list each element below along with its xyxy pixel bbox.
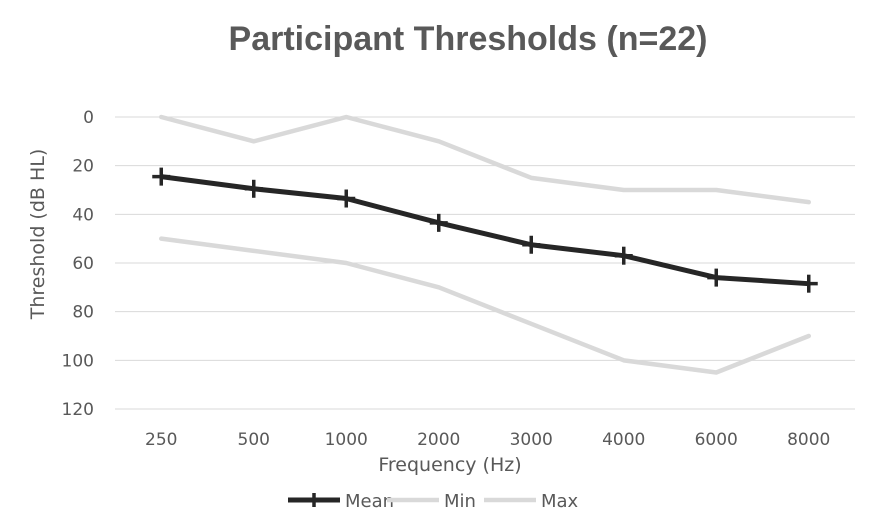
series-line-max — [159, 236, 811, 375]
y-tick-label: 20 — [72, 157, 94, 177]
x-tick-label: 250 — [145, 430, 177, 450]
y-tick-label: 80 — [72, 303, 94, 323]
legend-label-min: Min — [444, 491, 476, 512]
data-point-mean — [799, 274, 818, 293]
x-tick-label: 2000 — [417, 430, 460, 450]
data-point-mean — [429, 213, 448, 232]
y-tick-label: 60 — [72, 254, 94, 274]
legend-item-mean: Mean — [288, 491, 394, 512]
data-point-mean — [152, 167, 171, 186]
legend-label-mean: Mean — [345, 491, 394, 512]
x-axis-label: Frequency (Hz) — [378, 454, 521, 476]
x-tick-label: 3000 — [510, 430, 553, 450]
x-tick-label: 8000 — [787, 430, 830, 450]
legend-label-max: Max — [541, 491, 579, 512]
data-point-mean — [522, 235, 541, 254]
data-point-mean — [614, 246, 633, 265]
y-axis-label: Threshold (dB HL) — [27, 149, 49, 321]
x-tick-label: 4000 — [602, 430, 645, 450]
legend: Mean Min Max — [288, 491, 579, 512]
x-tick-label: 1000 — [325, 430, 368, 450]
series-line-mean — [158, 174, 812, 287]
series-lines — [152, 114, 818, 375]
y-tick-label: 120 — [62, 400, 94, 420]
x-tick-label: 500 — [238, 430, 270, 450]
legend-item-min: Min — [387, 491, 476, 512]
y-axis-ticks: 0 20 40 60 80 100 120 — [62, 108, 94, 420]
x-tick-label: 6000 — [695, 430, 738, 450]
data-point-mean — [337, 189, 356, 208]
gridlines — [115, 116, 855, 410]
legend-item-max: Max — [484, 491, 579, 512]
series-line-min — [159, 114, 811, 205]
data-point-mean — [244, 179, 263, 198]
data-point-mean — [707, 268, 726, 287]
chart-title: Participant Thresholds (n=22) — [229, 20, 708, 58]
y-tick-label: 100 — [62, 351, 94, 371]
x-axis-ticks: 250 500 1000 2000 3000 4000 6000 8000 — [145, 430, 830, 450]
y-tick-label: 0 — [83, 108, 94, 128]
y-tick-label: 40 — [72, 205, 94, 225]
